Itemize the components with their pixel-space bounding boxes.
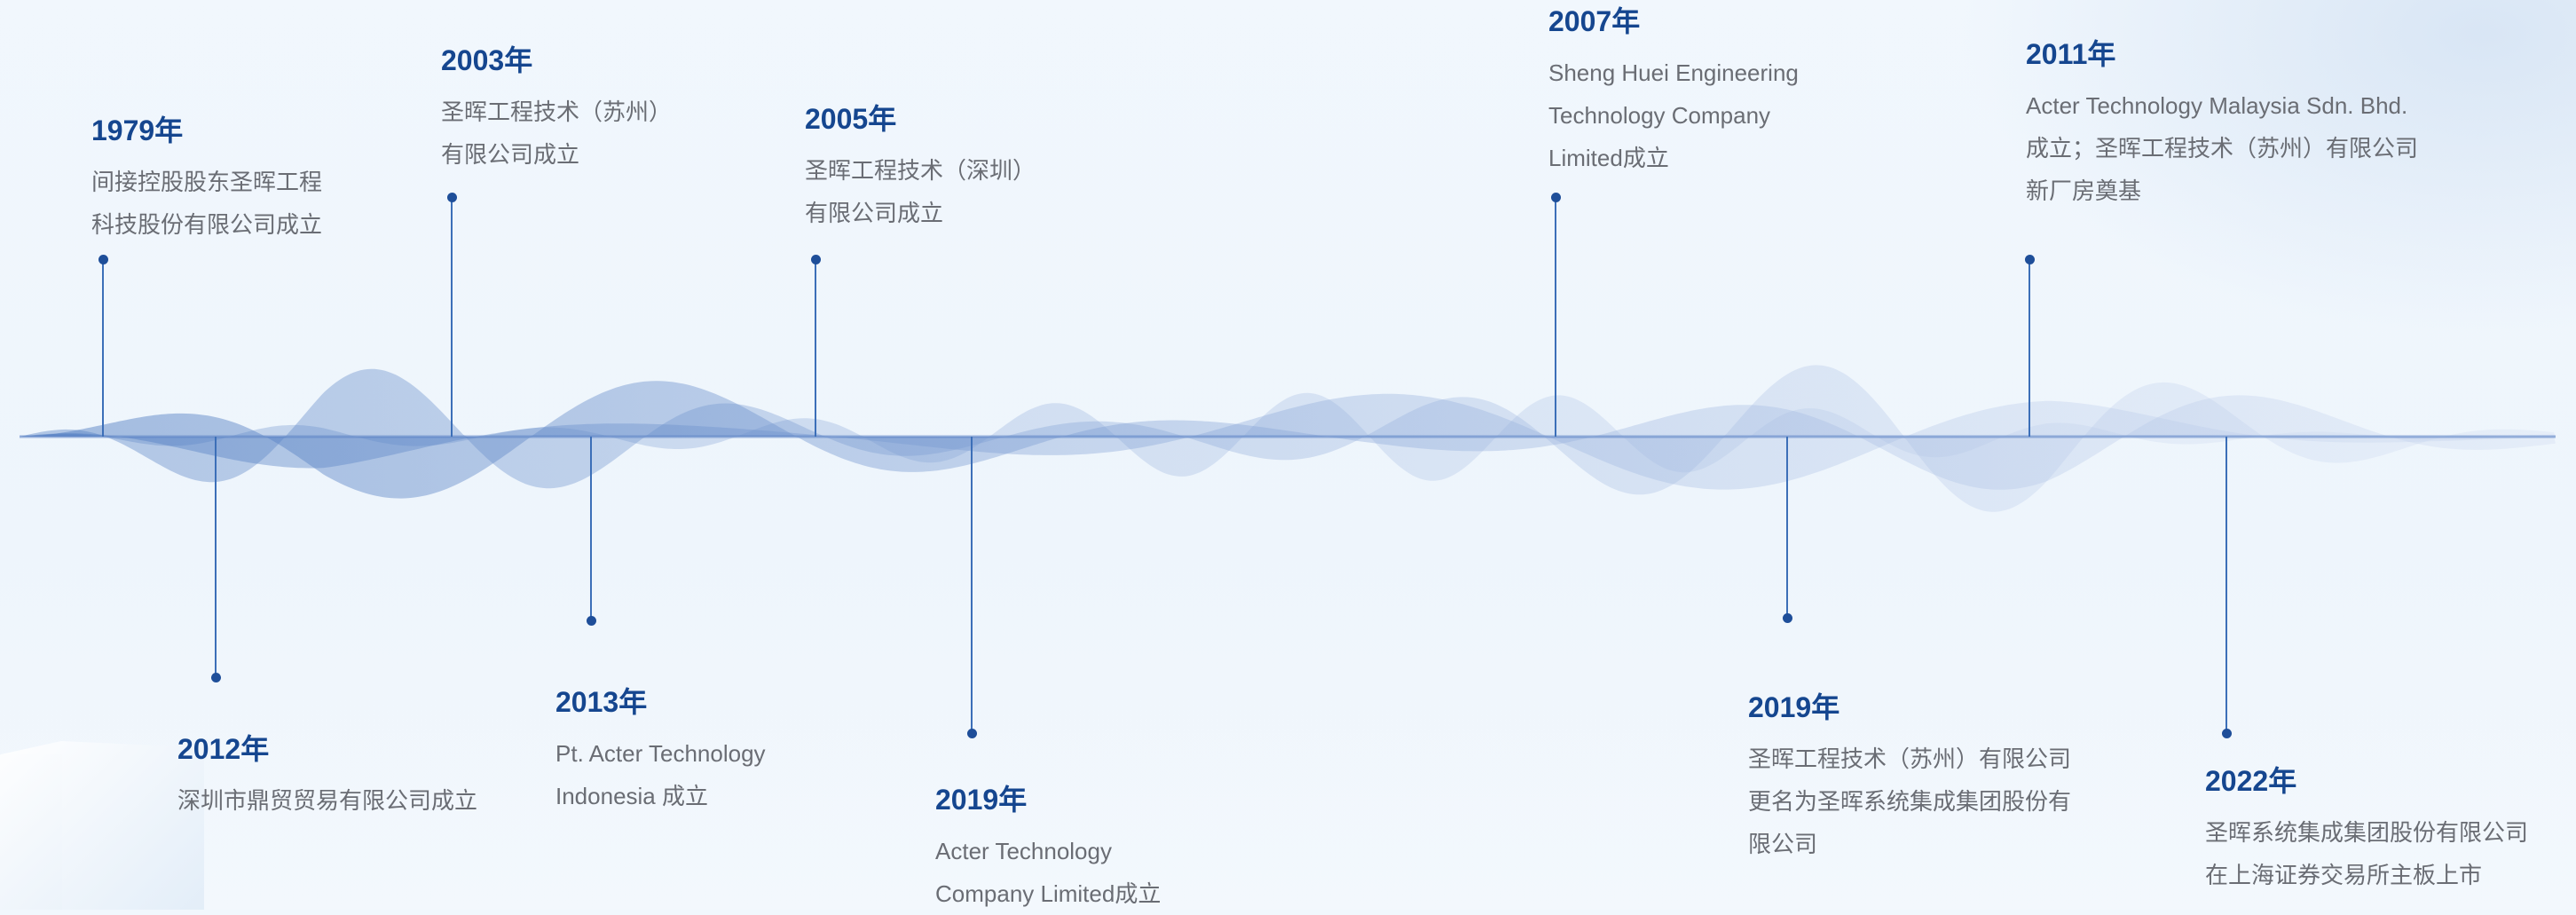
event-2005: 2005年 圣晖工程技术（深圳） 有限公司成立 xyxy=(805,101,1036,234)
dot-1979 xyxy=(98,255,108,264)
dot-2011 xyxy=(2025,255,2035,264)
event-year: 2022年 xyxy=(2205,763,2528,799)
stem-2019-b xyxy=(1786,437,1788,618)
event-description: 圣晖工程技术（深圳） 有限公司成立 xyxy=(805,149,1036,234)
event-description: 深圳市鼎贸贸易有限公司成立 xyxy=(177,779,477,822)
event-description: 圣晖工程技术（苏州）有限公司 更名为圣晖系统集成集团股份有 限公司 xyxy=(1748,738,2071,865)
event-description: Sheng Huei Engineering Technology Compan… xyxy=(1548,51,1799,179)
event-year: 2013年 xyxy=(555,684,766,720)
event-description: Pt. Acter Technology Indonesia 成立 xyxy=(555,732,766,817)
dot-2022 xyxy=(2222,729,2232,738)
event-description: 圣晖系统集成集团股份有限公司 在上海证券交易所主板上市 xyxy=(2205,811,2528,896)
event-2011: 2011年 Acter Technology Malaysia Sdn. Bhd… xyxy=(2026,36,2418,212)
stem-2003 xyxy=(451,197,453,437)
event-description: 间接控股股东圣晖工程 科技股份有限公司成立 xyxy=(91,161,322,246)
dot-2007 xyxy=(1551,193,1561,202)
event-year: 2019年 xyxy=(935,782,1161,817)
event-year: 2011年 xyxy=(2026,36,2418,72)
event-year: 2019年 xyxy=(1748,690,2071,725)
dot-2003 xyxy=(447,193,457,202)
dot-2019-a xyxy=(967,729,977,738)
stem-2011 xyxy=(2029,259,2030,437)
event-2013: 2013年 Pt. Acter Technology Indonesia 成立 xyxy=(555,684,766,817)
stem-2007 xyxy=(1555,197,1556,437)
event-2007: 2007年 Sheng Huei Engineering Technology … xyxy=(1548,4,1799,179)
event-2012: 2012年 深圳市鼎贸贸易有限公司成立 xyxy=(177,731,477,822)
event-1979: 1979年 间接控股股东圣晖工程 科技股份有限公司成立 xyxy=(91,113,322,246)
stem-2019-a xyxy=(971,437,973,733)
dot-2019-b xyxy=(1783,613,1792,623)
stem-2013 xyxy=(590,437,592,619)
event-year: 2007年 xyxy=(1548,4,1799,39)
event-description: Acter Technology Malaysia Sdn. Bhd. 成立；圣… xyxy=(2026,84,2418,212)
stem-2005 xyxy=(815,259,816,437)
event-2019-b: 2019年 圣晖工程技术（苏州）有限公司 更名为圣晖系统集成集团股份有 限公司 xyxy=(1748,690,2071,865)
stem-1979 xyxy=(102,259,104,437)
dot-2005 xyxy=(811,255,821,264)
event-2022: 2022年 圣晖系统集成集团股份有限公司 在上海证券交易所主板上市 xyxy=(2205,763,2528,896)
stem-2022 xyxy=(2225,437,2227,733)
stem-2012 xyxy=(215,437,217,676)
event-year: 1979年 xyxy=(91,113,322,148)
event-description: 圣晖工程技术（苏州） 有限公司成立 xyxy=(441,91,672,176)
event-year: 2003年 xyxy=(441,43,672,78)
event-2003: 2003年 圣晖工程技术（苏州） 有限公司成立 xyxy=(441,43,672,176)
event-2019-a: 2019年 Acter Technology Company Limited成立 xyxy=(935,782,1161,915)
event-description: Acter Technology Company Limited成立 xyxy=(935,830,1161,915)
dot-2012 xyxy=(211,673,221,682)
event-year: 2012年 xyxy=(177,731,477,767)
event-year: 2005年 xyxy=(805,101,1036,137)
dot-2013 xyxy=(587,616,596,626)
